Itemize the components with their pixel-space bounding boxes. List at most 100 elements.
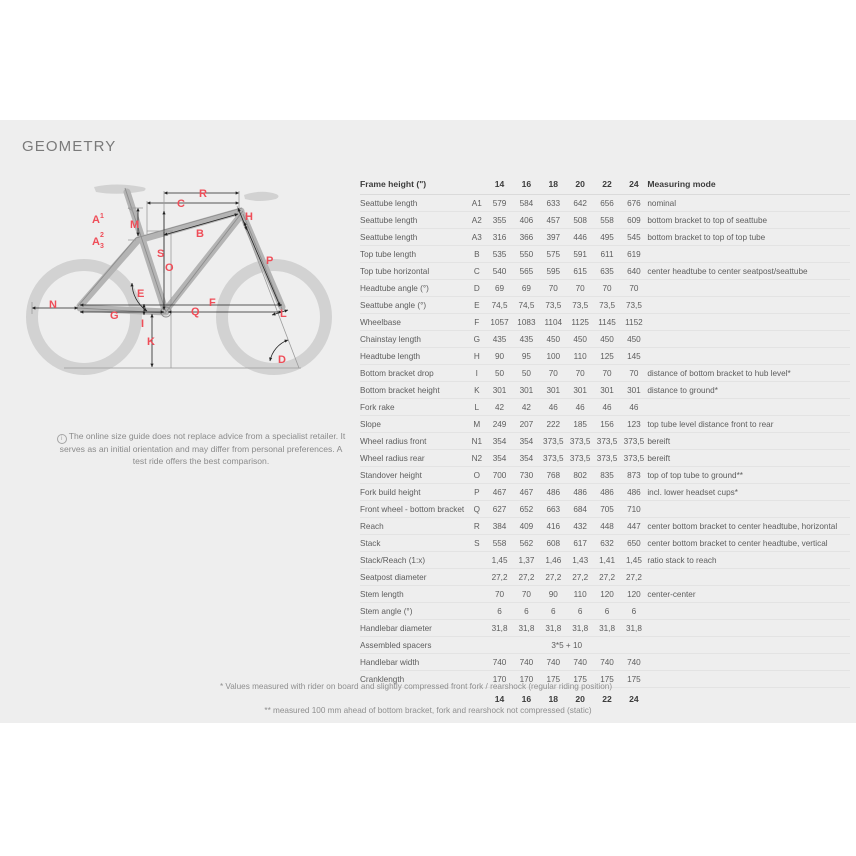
row-value: 175 <box>566 670 594 688</box>
footer-size-20: 20 <box>575 694 585 704</box>
row-value: 575 <box>539 245 567 263</box>
table-row: Slope M 249 207 222 185 156 123 top tube level d… <box>360 415 850 433</box>
row-value: 70 <box>593 364 621 382</box>
header-frame-height-label: Frame height (") <box>360 174 468 195</box>
table-row: Chainstay length G 435 435 450 450 450 450 <box>360 330 850 348</box>
row-label: Chainstay length <box>360 330 468 348</box>
row-value: 42 <box>486 398 513 416</box>
row-value: 1,45 <box>486 551 513 569</box>
row-measuring-mode: center bottom bracket to center headtube… <box>647 534 850 552</box>
row-value: 70 <box>512 585 540 603</box>
table-row: Headtube length H 90 95 100 110 125 145 <box>360 347 850 365</box>
row-measuring-mode: center bottom bracket to center headtube… <box>647 517 850 535</box>
row-value: 156 <box>593 415 621 433</box>
row-code: P <box>467 483 487 501</box>
row-label: Assembled spacers <box>360 636 468 654</box>
row-measuring-mode <box>647 313 850 331</box>
row-value: 627 <box>486 500 513 518</box>
row-measuring-mode: distance of bottom bracket to hub level* <box>647 364 850 382</box>
footer-size-24: 24 <box>629 694 639 704</box>
row-label: Standover height <box>360 466 468 484</box>
row-value: 42 <box>512 398 540 416</box>
row-value: 450 <box>566 330 594 348</box>
row-value: 301 <box>512 381 540 399</box>
header-size-24: 24 <box>620 174 648 195</box>
row-value: 354 <box>486 432 513 450</box>
row-value: 70 <box>620 364 648 382</box>
diagram-label-E: E <box>137 288 144 300</box>
row-value: 366 <box>512 228 540 246</box>
footer-size-16: 16 <box>521 694 532 704</box>
diagram-label-K: K <box>147 336 155 348</box>
row-measuring-mode <box>647 670 850 688</box>
row-value: 558 <box>486 534 513 552</box>
table-row: Standover height O 700 730 768 802 835 873 top o… <box>360 466 850 484</box>
diagram-label-G: G <box>110 310 119 322</box>
row-value: 69 <box>512 279 540 297</box>
row-value: 73,5 <box>566 296 594 314</box>
row-value: 73,5 <box>620 296 648 314</box>
row-value: 31,8 <box>512 619 540 637</box>
row-code: A2 <box>467 211 487 229</box>
row-value: 90 <box>539 585 567 603</box>
row-value: 640 <box>620 262 648 280</box>
table-row: Wheel radius front N1 354 354 373,5 373,5 373,… <box>360 432 850 450</box>
row-value: 354 <box>512 449 540 467</box>
row-value: 565 <box>512 262 540 280</box>
header-size-18: 18 <box>539 174 567 195</box>
row-value: 562 <box>512 534 540 552</box>
row-label: Seattube length <box>360 228 468 246</box>
row-value: 125 <box>593 347 621 365</box>
row-value: 301 <box>486 381 513 399</box>
row-value: 435 <box>486 330 513 348</box>
row-measuring-mode <box>647 619 850 637</box>
row-value: 6 <box>539 602 567 620</box>
row-measuring-mode <box>647 347 850 365</box>
row-value: 249 <box>486 415 513 433</box>
row-value: 27,2 <box>593 568 621 586</box>
row-value: 595 <box>539 262 567 280</box>
row-value: 222 <box>539 415 567 433</box>
row-code <box>467 602 487 620</box>
row-value: 740 <box>486 653 513 671</box>
row-code: L <box>467 398 487 416</box>
row-value: 46 <box>566 398 594 416</box>
row-value: 27,2 <box>512 568 540 586</box>
row-label: Bottom bracket drop <box>360 364 468 382</box>
row-measuring-mode: ratio stack to reach <box>647 551 850 569</box>
row-value: 120 <box>593 585 621 603</box>
row-measuring-mode: center headtube to center seatpost/seatt… <box>647 262 850 280</box>
row-value: 448 <box>593 517 621 535</box>
row-value: 740 <box>593 653 621 671</box>
row-value: 301 <box>620 381 648 399</box>
disclaimer-text: The online size guide does not replace a… <box>59 431 346 467</box>
row-label: Seatpost diameter <box>360 568 468 586</box>
row-measuring-mode: nominal <box>647 194 850 212</box>
row-code: G <box>467 330 487 348</box>
diagram-label-S: S <box>157 248 164 260</box>
row-code: K <box>467 381 487 399</box>
page-title: GEOMETRY <box>22 138 117 155</box>
row-value: 447 <box>620 517 648 535</box>
table-row: Seattube length A3 316 366 397 446 495 545 botto… <box>360 228 850 246</box>
row-code <box>467 568 487 586</box>
row-value: 684 <box>566 500 594 518</box>
row-measuring-mode <box>647 296 850 314</box>
row-value: 6 <box>620 602 648 620</box>
row-value: 450 <box>620 330 648 348</box>
row-value: 373,5 <box>620 449 648 467</box>
row-value: 69 <box>486 279 513 297</box>
diagram-label-H: H <box>245 211 253 223</box>
row-value: 74,5 <box>512 296 540 314</box>
row-value: 591 <box>566 245 594 263</box>
row-value: 301 <box>593 381 621 399</box>
row-label: Wheel radius front <box>360 432 468 450</box>
row-value: 632 <box>593 534 621 552</box>
row-value: 185 <box>566 415 594 433</box>
diagram-label-A2-sup: 2 <box>100 232 104 239</box>
row-value: 416 <box>539 517 567 535</box>
bicycle-geometry-diagram: A 1 A 2 3 M R C B H S O P E N G I K F Q … <box>16 178 346 388</box>
row-value: 409 <box>512 517 540 535</box>
row-label: Fork rake <box>360 398 468 416</box>
row-value: 617 <box>566 534 594 552</box>
